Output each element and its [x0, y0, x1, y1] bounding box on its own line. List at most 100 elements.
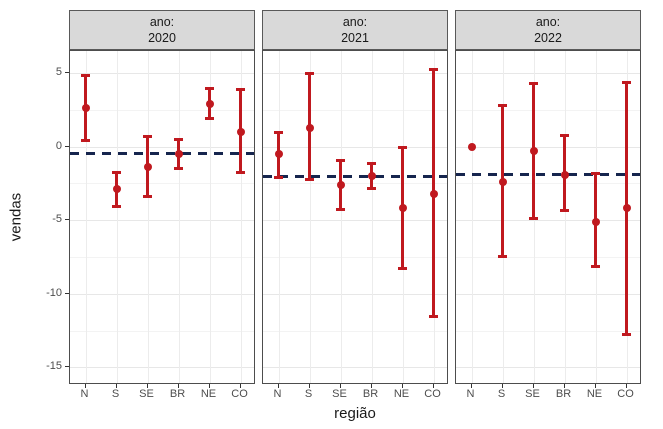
gridline-horizontal-major: [456, 293, 640, 295]
error-bar-cap-bottom: [143, 194, 152, 198]
y-tick-label: -10: [46, 286, 62, 299]
gridline-vertical-major: [309, 51, 311, 383]
facet-strip-var-label: ano:: [342, 15, 368, 29]
data-point: [622, 204, 631, 213]
error-bar-cap-top: [591, 172, 600, 176]
gridline-horizontal-minor: [70, 109, 254, 111]
error-bar-cap-bottom: [174, 166, 183, 170]
x-tick-mark: [432, 384, 434, 388]
facet-strip: ano: 2021: [262, 10, 448, 50]
x-tick-label: BR: [362, 388, 379, 400]
error-bar-cap-bottom: [498, 254, 507, 258]
x-tick-label: CO: [231, 388, 248, 400]
gridline-horizontal-major: [263, 146, 447, 148]
x-tick-mark: [594, 384, 596, 388]
gridline-horizontal-major: [263, 293, 447, 295]
error-bar-cap-bottom: [560, 209, 569, 213]
error-bar-cap-top: [429, 67, 438, 71]
gridline-horizontal-minor: [456, 109, 640, 111]
y-tick-mark: [65, 366, 69, 368]
y-tick-label: -15: [46, 360, 62, 373]
gridline-horizontal-minor: [70, 183, 254, 185]
y-tick-mark: [65, 72, 69, 74]
y-tick-label: 0: [55, 139, 62, 152]
error-bar-cap-top: [498, 104, 507, 108]
x-tick-label: N: [80, 388, 89, 400]
x-tick-label: S: [111, 388, 120, 400]
x-tick-label: SE: [332, 388, 347, 400]
x-tick-mark: [239, 384, 241, 388]
x-tick-mark: [208, 384, 210, 388]
x-tick-label: SE: [525, 388, 540, 400]
error-bar-cap-bottom: [429, 315, 438, 319]
x-tick-mark: [115, 384, 117, 388]
y-tick-mark: [65, 292, 69, 294]
gridline-vertical-major: [240, 51, 242, 383]
gridline-horizontal-minor: [70, 256, 254, 258]
facet-2020: ano: 2020 N S SE BR NE CO: [69, 10, 255, 414]
reference-hline-dashed: [70, 152, 254, 156]
error-bar-cap-top: [336, 158, 345, 162]
error-bar-cap-top: [622, 80, 631, 84]
error-bar-cap-top: [560, 133, 569, 137]
gridline-horizontal-minor: [263, 183, 447, 185]
data-point: [236, 127, 245, 136]
data-point: [398, 204, 407, 213]
data-point: [529, 147, 538, 156]
gridline-horizontal-major: [456, 367, 640, 369]
gridline-vertical-major: [471, 51, 473, 383]
x-tick-label: S: [304, 388, 313, 400]
gridline-horizontal-minor: [263, 109, 447, 111]
gridline-horizontal-major: [456, 220, 640, 222]
x-tick-label: BR: [169, 388, 186, 400]
error-bar-cap-bottom: [274, 175, 283, 179]
gridline-horizontal-major: [70, 367, 254, 369]
data-point: [174, 149, 183, 158]
gridline-horizontal-minor: [263, 330, 447, 332]
facet-strip: ano: 2020: [69, 10, 255, 50]
error-bar-cap-bottom: [622, 332, 631, 336]
gridline-vertical-major: [209, 51, 211, 383]
gridline-horizontal-major: [263, 367, 447, 369]
gridline-vertical-major: [564, 51, 566, 383]
gridline-horizontal-minor: [456, 183, 640, 185]
error-bar-cap-top: [529, 82, 538, 86]
y-tick-mark: [65, 219, 69, 221]
facet-strip-var-label: ano:: [149, 15, 175, 29]
error-bar-cap-bottom: [398, 266, 407, 270]
facet-strip: ano: 2022: [455, 10, 641, 50]
facet-2022: ano: 2022 N S SE BR NE CO: [455, 10, 641, 414]
error-bar-cap-top: [367, 161, 376, 165]
data-point: [467, 142, 476, 151]
gridline-horizontal-minor: [263, 256, 447, 258]
reference-hline-dashed: [263, 174, 447, 178]
x-tick-mark: [277, 384, 279, 388]
y-tick-label: -5: [52, 213, 62, 226]
x-tick-mark: [401, 384, 403, 388]
gridline-vertical-major: [278, 51, 280, 383]
gridline-horizontal-minor: [456, 330, 640, 332]
gridline-vertical-major: [116, 51, 118, 383]
x-tick-mark: [532, 384, 534, 388]
gridline-horizontal-major: [456, 146, 640, 148]
x-tick-label: CO: [617, 388, 634, 400]
error-bar-cap-bottom: [336, 207, 345, 211]
error-bar-cap-bottom: [205, 116, 214, 120]
x-tick-mark: [625, 384, 627, 388]
error-bar-cap-bottom: [367, 187, 376, 191]
x-tick-mark: [308, 384, 310, 388]
facet-strip-value-label: 2020: [148, 31, 176, 45]
gridline-vertical-major: [85, 51, 87, 383]
facet-panel: [69, 50, 255, 384]
gridline-vertical-major: [340, 51, 342, 383]
data-point: [336, 180, 345, 189]
data-point: [143, 163, 152, 172]
data-point: [81, 104, 90, 113]
gridline-horizontal-major: [70, 146, 254, 148]
facet-strip-value-label: 2022: [534, 31, 562, 45]
facet-2021: ano: 2021 N S SE BR NE CO: [262, 10, 448, 414]
error-bar-cap-bottom: [236, 171, 245, 175]
error-bar-cap-top: [174, 138, 183, 142]
error-bar-cap-top: [205, 86, 214, 90]
